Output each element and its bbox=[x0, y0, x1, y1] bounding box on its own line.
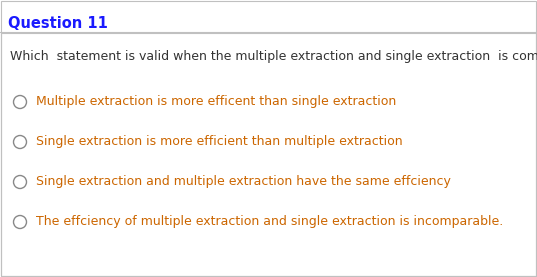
Text: Multiple extraction is more efficent than single extraction: Multiple extraction is more efficent tha… bbox=[36, 95, 396, 108]
Bar bbox=[1, 33, 536, 276]
Text: Single extraction and multiple extraction have the same effciency: Single extraction and multiple extractio… bbox=[36, 175, 451, 188]
Text: Single extraction is more efficient than multiple extraction: Single extraction is more efficient than… bbox=[36, 135, 403, 148]
Text: Which  statement is valid when the multiple extraction and single extraction  is: Which statement is valid when the multip… bbox=[10, 50, 537, 63]
Text: Question 11: Question 11 bbox=[8, 16, 108, 31]
Text: The effciency of multiple extraction and single extraction is incomparable.: The effciency of multiple extraction and… bbox=[36, 215, 503, 228]
